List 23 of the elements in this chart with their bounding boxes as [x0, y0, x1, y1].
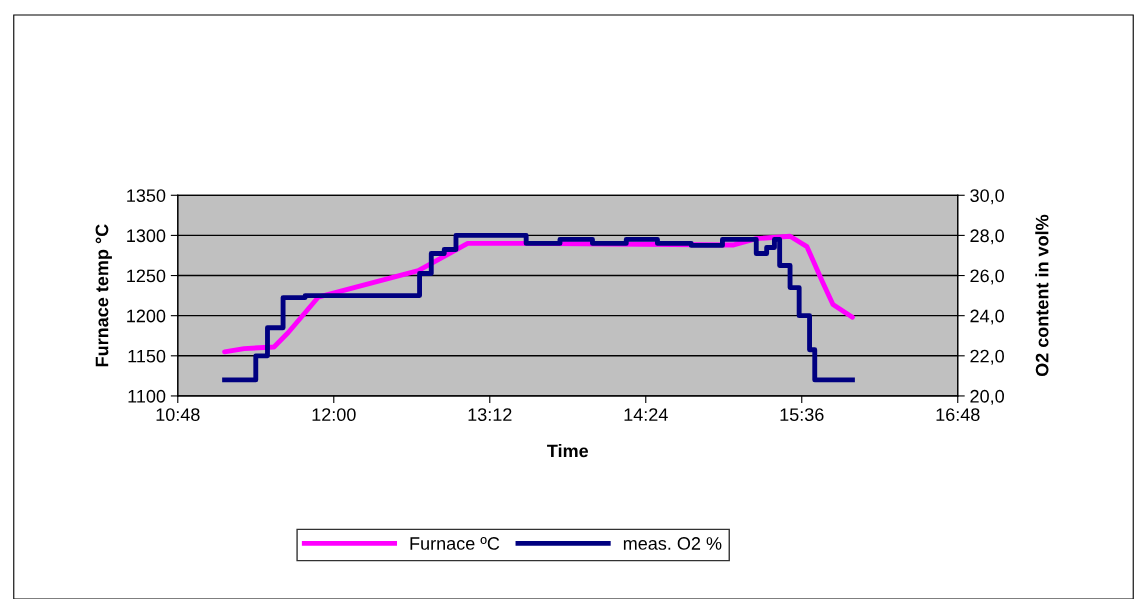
x-tick-label: 13:12 [468, 408, 512, 422]
y-tick-label: 1100 [128, 389, 166, 403]
y-axis-title: Furnace temp °C [95, 224, 112, 367]
x-tick-label: 16:48 [936, 408, 980, 422]
x-tick-label: 10:48 [156, 408, 200, 422]
x-tick-label: 14:24 [624, 408, 668, 421]
x-tick-label: 12:00 [312, 408, 356, 422]
y2-tick-label: 22,0 [970, 349, 1004, 365]
y2-axis-title: O2 content in vol% [1035, 214, 1049, 377]
y2-tick-label: 20,0 [970, 389, 1004, 405]
legend-label: Furnace ºC [410, 537, 500, 550]
y2-tick-label: 26,0 [970, 269, 1004, 285]
y-tick-label: 1150 [128, 349, 166, 363]
x-axis-title: Time [547, 444, 589, 458]
y-tick-label: 1250 [127, 269, 166, 283]
y-tick-label: 1300 [127, 229, 166, 243]
y2-tick-label: 30,0 [970, 189, 1004, 205]
y-tick-label: 1350 [127, 189, 166, 202]
y2-tick-label: 28,0 [970, 229, 1004, 245]
x-tick-label: 15:36 [780, 408, 824, 422]
legend-label: meas. O2 % [623, 537, 722, 550]
y2-tick-label: 24,0 [970, 309, 1004, 325]
y-tick-label: 1200 [127, 309, 166, 323]
